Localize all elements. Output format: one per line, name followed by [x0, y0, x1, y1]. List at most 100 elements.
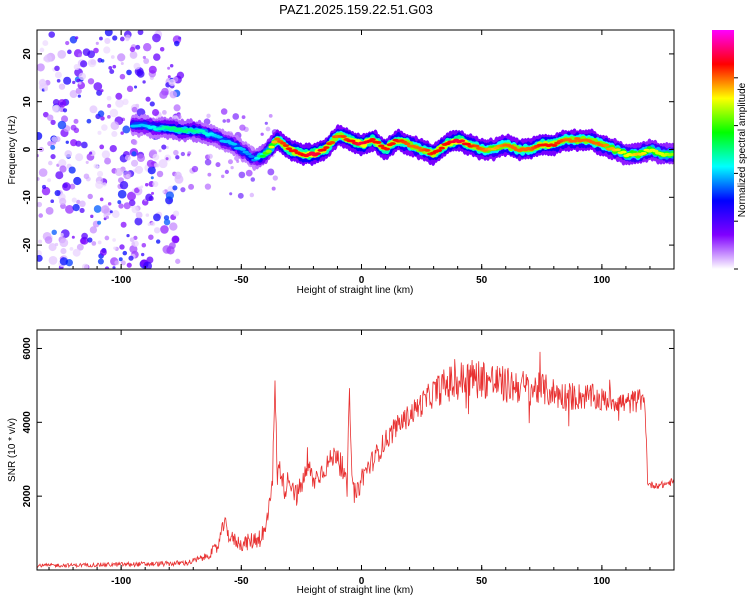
noise-point: [165, 146, 169, 150]
noise-point: [129, 46, 136, 53]
noise-point: [97, 240, 102, 245]
ridge-cell: [340, 135, 347, 138]
ridge-cell: [438, 146, 445, 150]
noise-point: [50, 199, 55, 204]
noise-point: [43, 54, 52, 63]
noise-point: [112, 64, 117, 69]
noise-point: [238, 171, 246, 179]
noise-point: [224, 169, 229, 174]
noise-point: [142, 42, 152, 52]
noise-point: [59, 238, 69, 248]
ridge-cell: [464, 142, 471, 146]
colorbar-ticks: 0.00.20.40.60.8: [734, 77, 738, 270]
noise-point: [54, 189, 61, 197]
noise-point: [161, 144, 167, 150]
noise-point: [54, 65, 60, 72]
noise-point: [169, 63, 174, 68]
noise-point: [77, 94, 82, 98]
noise-point: [146, 159, 155, 168]
noise-point: [107, 114, 111, 119]
noise-point: [134, 217, 143, 226]
noise-point: [87, 78, 95, 85]
noise-point: [101, 124, 108, 131]
noise-point: [206, 113, 211, 119]
noise-point: [95, 41, 99, 45]
noise-point: [111, 210, 120, 218]
noise-point: [75, 87, 82, 94]
noise-point: [134, 165, 144, 174]
noise-point: [115, 99, 124, 108]
noise-point: [37, 201, 43, 208]
ridge-cell: [323, 146, 330, 149]
noise-point: [115, 92, 123, 100]
noise-point: [50, 144, 56, 150]
noise-point: [141, 242, 147, 248]
noise-point: [112, 35, 118, 41]
noise-point: [97, 170, 104, 178]
spectrogram-y-axis: -20 -10 0 10 20: [22, 48, 674, 252]
noise-point: [99, 248, 107, 256]
noise-point: [64, 150, 73, 158]
noise-point: [148, 65, 157, 74]
noise-point: [174, 174, 184, 184]
noise-point: [52, 104, 61, 113]
noise-point: [145, 213, 150, 217]
noise-point: [134, 85, 138, 89]
ridge-cell: [268, 145, 275, 149]
noise-point: [123, 202, 131, 210]
x-tick-label: 0: [359, 275, 365, 286]
noise-point: [54, 71, 62, 79]
noise-point: [39, 47, 45, 53]
noise-point: [142, 80, 146, 84]
noise-point: [162, 110, 167, 115]
noise-point: [119, 244, 125, 250]
noise-point: [118, 203, 124, 209]
ridge-cell: [320, 148, 327, 152]
ridge-cell: [199, 129, 206, 133]
noise-point: [153, 162, 159, 168]
noise-point: [73, 176, 82, 186]
noise-point: [268, 113, 273, 118]
noise-point: [107, 103, 112, 108]
noise-point: [71, 235, 75, 239]
noise-point: [168, 78, 176, 86]
noise-point: [93, 82, 103, 91]
noise-point: [59, 257, 68, 266]
noise-point: [169, 222, 178, 231]
ridge-cell: [473, 144, 480, 148]
noise-point: [48, 160, 53, 166]
noise-point: [159, 46, 165, 52]
noise-point: [118, 257, 123, 262]
noise-point: [131, 106, 138, 113]
noise-point: [124, 154, 131, 161]
noise-point: [129, 237, 135, 243]
noise-point: [41, 78, 45, 82]
x-tick-label: 50: [476, 576, 488, 587]
noise-point: [112, 266, 116, 269]
noise-point: [131, 205, 139, 214]
noise-point: [245, 169, 253, 177]
noise-point: [56, 78, 61, 83]
noise-point: [191, 165, 199, 173]
noise-point: [97, 220, 102, 225]
noise-point: [175, 155, 180, 160]
noise-point: [110, 55, 115, 59]
noise-point: [95, 180, 104, 189]
noise-point: [59, 165, 67, 173]
ridge-cell: [614, 148, 621, 152]
noise-point: [163, 218, 171, 226]
noise-point: [136, 70, 145, 78]
noise-point: [100, 89, 104, 93]
noise-point: [75, 140, 82, 147]
ridge-cell: [435, 149, 443, 152]
snr-y-label: SNR (10 * v/v): [7, 418, 18, 482]
noise-point: [153, 53, 161, 61]
noise-point: [140, 185, 144, 189]
noise-point: [96, 165, 100, 169]
noise-point: [272, 175, 278, 181]
noise-point: [220, 108, 228, 115]
noise-point: [153, 213, 161, 222]
noise-point: [131, 151, 137, 157]
noise-point: [47, 178, 52, 183]
